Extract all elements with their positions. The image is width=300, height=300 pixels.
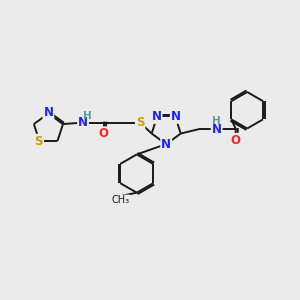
Text: H: H [212,116,221,126]
Text: N: N [152,110,162,123]
Text: CH₃: CH₃ [112,195,130,205]
Text: O: O [230,134,240,147]
Text: H: H [83,111,92,121]
Text: N: N [78,116,88,129]
Text: N: N [44,106,53,119]
Text: N: N [212,123,222,136]
Text: N: N [161,138,171,151]
Text: N: N [171,110,181,123]
Text: S: S [136,116,144,129]
Text: O: O [99,127,109,140]
Text: S: S [34,135,43,148]
